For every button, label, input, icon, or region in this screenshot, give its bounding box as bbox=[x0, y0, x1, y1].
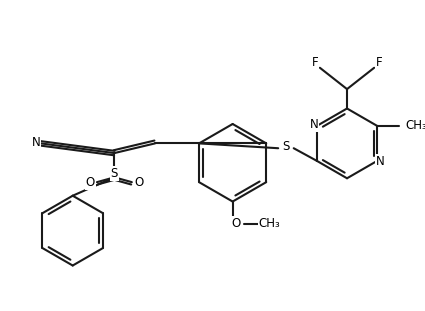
Text: O: O bbox=[134, 176, 143, 189]
Text: N: N bbox=[309, 118, 318, 132]
Text: F: F bbox=[376, 56, 382, 69]
Text: S: S bbox=[110, 167, 118, 180]
Text: O: O bbox=[231, 217, 240, 230]
Text: O: O bbox=[85, 176, 95, 189]
Text: CH₃: CH₃ bbox=[405, 119, 425, 132]
Text: F: F bbox=[312, 56, 318, 69]
Text: CH₃: CH₃ bbox=[258, 217, 280, 230]
Text: N: N bbox=[31, 136, 40, 149]
Text: N: N bbox=[376, 155, 385, 168]
Text: S: S bbox=[282, 140, 290, 153]
